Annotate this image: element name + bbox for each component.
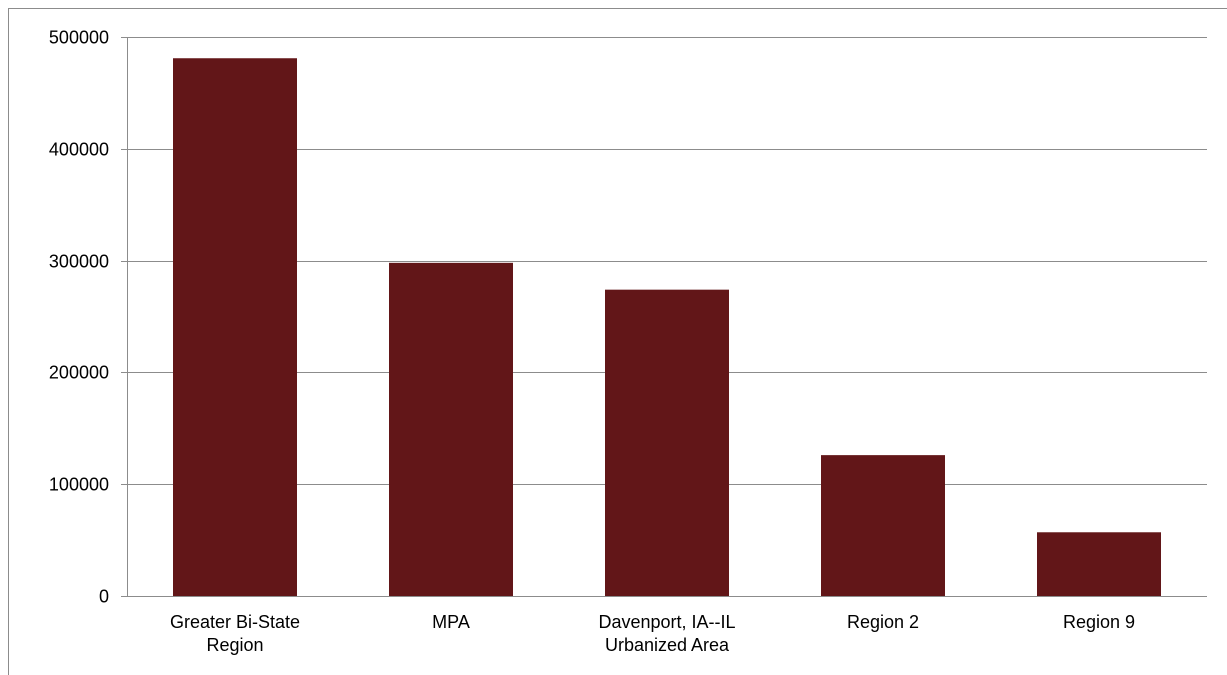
category-label-line: MPA [432, 612, 470, 632]
category-label-line: Greater Bi-State [170, 612, 300, 632]
category-label: Davenport, IA--IL Urbanized Area [598, 612, 735, 655]
axes [121, 37, 1207, 597]
bars [173, 58, 1161, 596]
bar [173, 58, 297, 596]
y-tick-label: 200000 [49, 363, 109, 383]
category-label: Greater Bi-State Region [170, 612, 300, 655]
category-label-line: Davenport, IA--IL [598, 612, 735, 632]
bar [1037, 532, 1161, 596]
category-label: Region 2 [847, 612, 919, 632]
category-label-line: Region 2 [847, 612, 919, 632]
y-tick-label: 0 [99, 587, 109, 607]
bar [821, 455, 945, 596]
y-tick-label: 400000 [49, 140, 109, 160]
y-tick-label: 300000 [49, 252, 109, 272]
category-label-line: Region 9 [1063, 612, 1135, 632]
y-tick-labels: 0 100000 200000 300000 400000 500000 [49, 28, 109, 607]
bar [605, 289, 729, 596]
category-labels: Greater Bi-State Region MPA Davenport, IA--… [170, 612, 1135, 655]
chart-frame [8, 8, 1227, 675]
category-label-line: Region [206, 635, 263, 655]
y-tick-label: 500000 [49, 28, 109, 48]
category-label: MPA [432, 612, 470, 632]
category-label-line: Urbanized Area [605, 635, 730, 655]
y-tick-label: 100000 [49, 475, 109, 495]
bar [389, 262, 513, 596]
category-label: Region 9 [1063, 612, 1135, 632]
